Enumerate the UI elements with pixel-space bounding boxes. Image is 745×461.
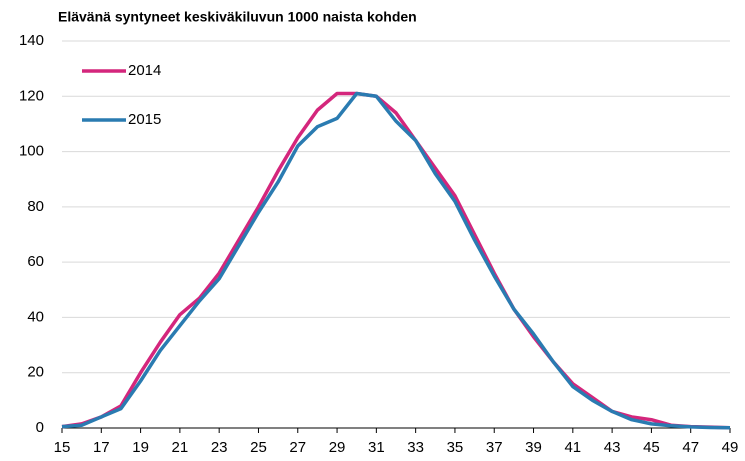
series-line xyxy=(61,91,731,430)
x-tick-label: 39 xyxy=(525,439,542,456)
y-tick-label: 100 xyxy=(19,143,44,160)
x-tick-label: 23 xyxy=(211,439,228,456)
x-tick-label: 41 xyxy=(564,439,581,456)
chart-title: Elävänä syntyneet keskiväkiluvun 1000 na… xyxy=(58,9,417,25)
y-tick-label: 120 xyxy=(19,87,44,104)
x-tick-label: 35 xyxy=(447,439,464,456)
x-tick-label: 17 xyxy=(93,439,110,456)
x-tick-label: 33 xyxy=(407,439,424,456)
x-tick-label: 15 xyxy=(54,439,71,456)
x-tick-label: 29 xyxy=(329,439,346,456)
y-tick-label: 0 xyxy=(36,419,44,436)
y-tick-label: 140 xyxy=(19,32,44,49)
legend-label: 2015 xyxy=(128,111,161,128)
y-tick-label: 80 xyxy=(27,198,44,215)
x-tick-label: 47 xyxy=(682,439,699,456)
y-tick-label: 40 xyxy=(27,308,44,325)
x-tick-label: 43 xyxy=(604,439,621,456)
y-tick-label: 60 xyxy=(27,253,44,270)
x-tick-label: 45 xyxy=(643,439,660,456)
x-tick-label: 25 xyxy=(250,439,267,456)
x-tick-label: 27 xyxy=(289,439,306,456)
x-tick-label: 21 xyxy=(172,439,189,456)
x-tick-label: 37 xyxy=(486,439,503,456)
series-line xyxy=(61,91,731,430)
y-tick-label: 20 xyxy=(27,364,44,381)
x-tick-label: 31 xyxy=(368,439,385,456)
legend-label: 2014 xyxy=(128,62,161,79)
x-tick-label: 19 xyxy=(132,439,149,456)
x-tick-label: 49 xyxy=(722,439,739,456)
